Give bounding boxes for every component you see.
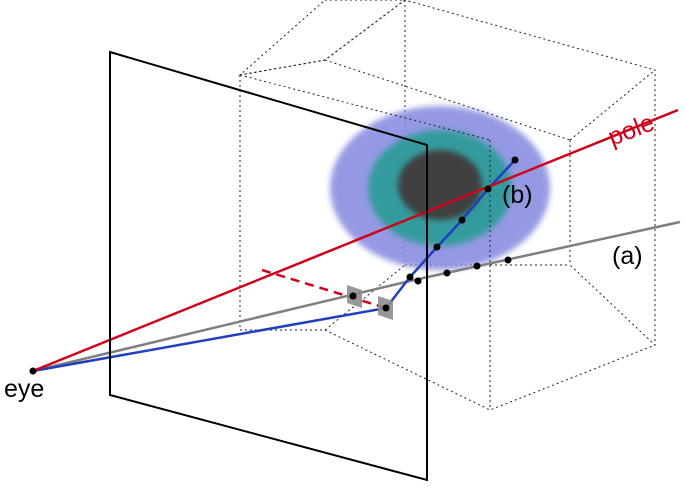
ray-a-label: (a)	[612, 242, 643, 270]
ray-b-sample	[458, 216, 466, 224]
eye-point	[29, 367, 37, 375]
ray-b-sample	[511, 156, 519, 164]
eye-label: eye	[4, 375, 44, 403]
ray-b-label: (b)	[502, 181, 533, 209]
ray-a-line	[32, 220, 681, 373]
ray-a-sample	[414, 277, 422, 285]
pixel-a-point	[349, 292, 357, 300]
pixel-b-point	[382, 304, 390, 312]
ray-a-sample	[504, 256, 512, 264]
pole-label: pole	[604, 109, 658, 152]
ray-a-sample	[443, 269, 451, 277]
image-plane	[109, 50, 428, 482]
pole-line	[32, 108, 679, 373]
pole-projection-dash	[261, 268, 387, 310]
halo-core	[398, 150, 482, 220]
ray-b-sample	[433, 243, 441, 251]
ray-a-sample	[473, 262, 481, 270]
volume-box-front	[238, 0, 656, 411]
sample-points	[29, 156, 519, 375]
ray-a-sample	[406, 273, 414, 281]
ray-b-sample	[484, 185, 492, 193]
